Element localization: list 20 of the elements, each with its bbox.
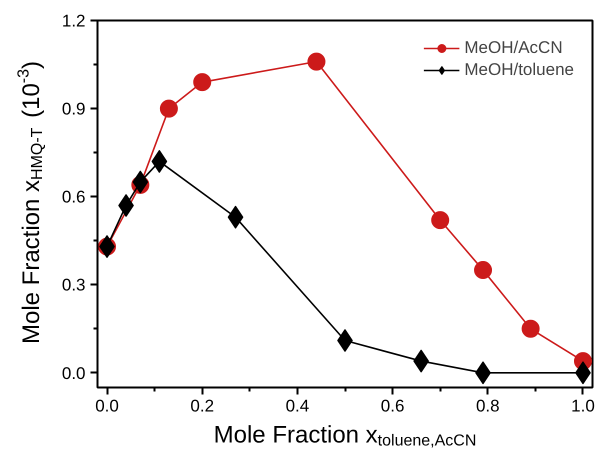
point xyxy=(160,100,178,118)
legend-label: MeOH/toluene xyxy=(464,60,574,80)
y-tick-label: 1.2 xyxy=(62,12,86,30)
y-axis-title: Mole Fraction xHMQ-T (10-3) xyxy=(16,60,46,344)
y-tick-label: 0.3 xyxy=(62,276,86,295)
x-tick-label: 0.0 xyxy=(95,396,119,416)
point xyxy=(522,320,540,338)
legend-label: MeOH/AcCN xyxy=(464,38,563,58)
x-tick-label: 0.4 xyxy=(286,396,310,416)
point xyxy=(431,211,450,230)
x-tick-label: 0.6 xyxy=(380,396,404,416)
x-tick-label: 0.8 xyxy=(476,396,500,416)
point xyxy=(193,73,212,92)
x-tick-label: 0.2 xyxy=(190,396,214,416)
point xyxy=(307,52,326,71)
y-tick-label: 0.9 xyxy=(62,100,86,119)
y-tick-label: 0.6 xyxy=(62,188,86,207)
point xyxy=(474,261,492,280)
y-tick-label: 0.0 xyxy=(62,364,86,383)
x-tick-label: 1.0 xyxy=(571,396,595,416)
